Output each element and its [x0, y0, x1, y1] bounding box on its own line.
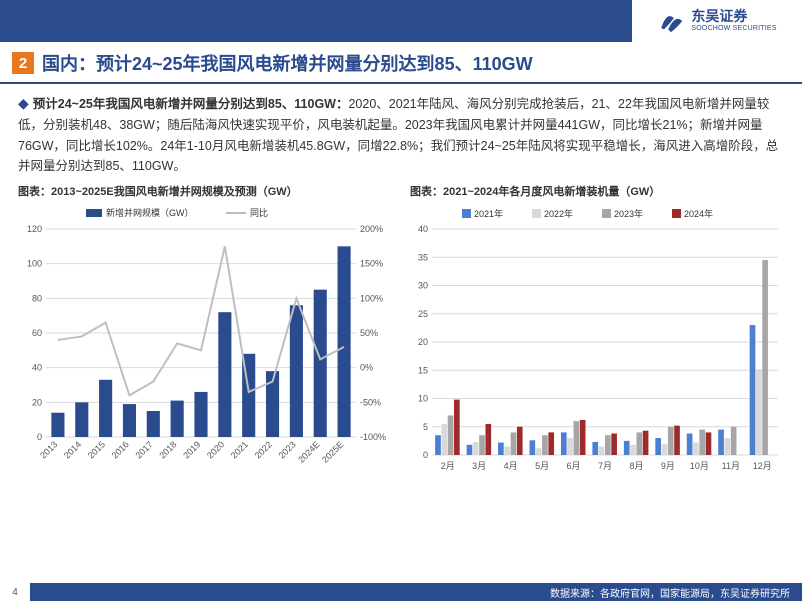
footer-source-text: 数据来源：各政府官网，国家能源局，东吴证券研究所: [550, 585, 790, 600]
page-number: 4: [0, 587, 30, 598]
chart-left-block: 图表：2013~2025E我国风电新增并网规模及预测（GW） 新增并网规模（GW…: [14, 183, 396, 488]
svg-text:9月: 9月: [661, 461, 675, 471]
chart2-canvas: 2021年 2022年 2023年 2024年 0 5 10 15 20 25 30 35 40 2月 3月…: [406, 203, 788, 488]
svg-text:2025E: 2025E: [320, 439, 345, 464]
svg-text:-50%: -50%: [360, 397, 381, 407]
svg-text:150%: 150%: [360, 259, 383, 269]
svg-text:2024E: 2024E: [296, 439, 321, 464]
footer-source-bar: 数据来源：各政府官网，国家能源局，东吴证券研究所: [30, 583, 802, 601]
footer: 4 数据来源：各政府官网，国家能源局，东吴证券研究所: [0, 582, 802, 602]
svg-text:15: 15: [418, 365, 428, 375]
svg-text:200%: 200%: [360, 224, 383, 234]
svg-text:2023: 2023: [277, 439, 298, 460]
svg-text:50%: 50%: [360, 328, 378, 338]
svg-text:2015: 2015: [86, 439, 107, 460]
paragraph-lead: 预计24~25年我国风电新增并网量分别达到85、110GW：: [33, 97, 349, 111]
logo-icon: [657, 7, 685, 35]
svg-text:7月: 7月: [598, 461, 612, 471]
svg-text:2017: 2017: [133, 439, 154, 460]
svg-text:40: 40: [32, 363, 42, 373]
logo-en: SOOCHOW SECURITIES: [691, 25, 776, 33]
svg-text:10月: 10月: [690, 461, 709, 471]
svg-text:60: 60: [32, 328, 42, 338]
svg-text:3月: 3月: [472, 461, 486, 471]
svg-text:12月: 12月: [753, 461, 772, 471]
svg-text:2021: 2021: [229, 439, 250, 460]
svg-text:2021年: 2021年: [474, 208, 503, 219]
svg-text:80: 80: [32, 293, 42, 303]
body-paragraph: ◆预计24~25年我国风电新增并网量分别达到85、110GW：2020、2021…: [0, 84, 802, 183]
svg-text:25: 25: [418, 309, 428, 319]
company-logo: 东吴证券 SOOCHOW SECURITIES: [632, 0, 802, 42]
svg-text:同比: 同比: [250, 207, 268, 218]
top-banner: 东吴证券 SOOCHOW SECURITIES: [0, 0, 802, 42]
section-number: 2: [12, 52, 34, 74]
svg-text:2018: 2018: [157, 439, 178, 460]
svg-text:0%: 0%: [360, 363, 373, 373]
svg-text:120: 120: [27, 224, 42, 234]
svg-text:6月: 6月: [567, 461, 581, 471]
chart1-title: 图表：2013~2025E我国风电新增并网规模及预测（GW）: [14, 183, 396, 199]
svg-text:20: 20: [32, 397, 42, 407]
banner-blue-bar: [0, 0, 632, 42]
svg-text:35: 35: [418, 252, 428, 262]
svg-text:2014: 2014: [62, 439, 83, 460]
logo-cn: 东吴证券: [691, 9, 776, 24]
svg-text:2023年: 2023年: [614, 208, 643, 219]
chart-right-block: 图表：2021~2024年各月度风电新增装机量（GW） 2021年2022年20…: [406, 183, 788, 488]
svg-text:0: 0: [37, 432, 42, 442]
bullet-diamond-icon: ◆: [18, 95, 29, 111]
svg-text:4月: 4月: [504, 461, 518, 471]
svg-text:40: 40: [418, 224, 428, 234]
svg-text:0: 0: [423, 450, 428, 460]
chart1-canvas: 新增并网规模（GW） 同比 0 20 40 60 80 100 120 -100% -50% 0% 50…: [14, 203, 396, 488]
svg-text:30: 30: [418, 280, 428, 290]
svg-text:2016: 2016: [110, 439, 131, 460]
svg-text:5: 5: [423, 422, 428, 432]
svg-text:11月: 11月: [722, 461, 740, 471]
svg-text:100: 100: [27, 259, 42, 269]
svg-text:2022: 2022: [253, 439, 274, 460]
logo-text: 东吴证券 SOOCHOW SECURITIES: [691, 9, 776, 32]
svg-text:新增并网规模（GW）: 新增并网规模（GW）: [106, 207, 194, 218]
svg-text:2020: 2020: [205, 439, 226, 460]
svg-text:2013: 2013: [38, 439, 59, 460]
section-title: 国内：预计24~25年我国风电新增并网量分别达到85、110GW: [42, 50, 533, 76]
svg-text:20: 20: [418, 337, 428, 347]
chart2-title: 图表：2021~2024年各月度风电新增装机量（GW）: [406, 183, 788, 199]
svg-text:10: 10: [418, 393, 428, 403]
svg-text:8月: 8月: [629, 461, 643, 471]
svg-text:2月: 2月: [441, 461, 455, 471]
charts-row: 图表：2013~2025E我国风电新增并网规模及预测（GW） 新增并网规模（GW…: [0, 183, 802, 488]
svg-text:5月: 5月: [535, 461, 549, 471]
svg-text:2019: 2019: [181, 439, 202, 460]
svg-text:2024年: 2024年: [684, 208, 713, 219]
section-title-row: 2 国内：预计24~25年我国风电新增并网量分别达到85、110GW: [0, 42, 802, 84]
svg-text:100%: 100%: [360, 293, 383, 303]
svg-text:-100%: -100%: [360, 432, 386, 442]
svg-text:2022年: 2022年: [544, 208, 573, 219]
